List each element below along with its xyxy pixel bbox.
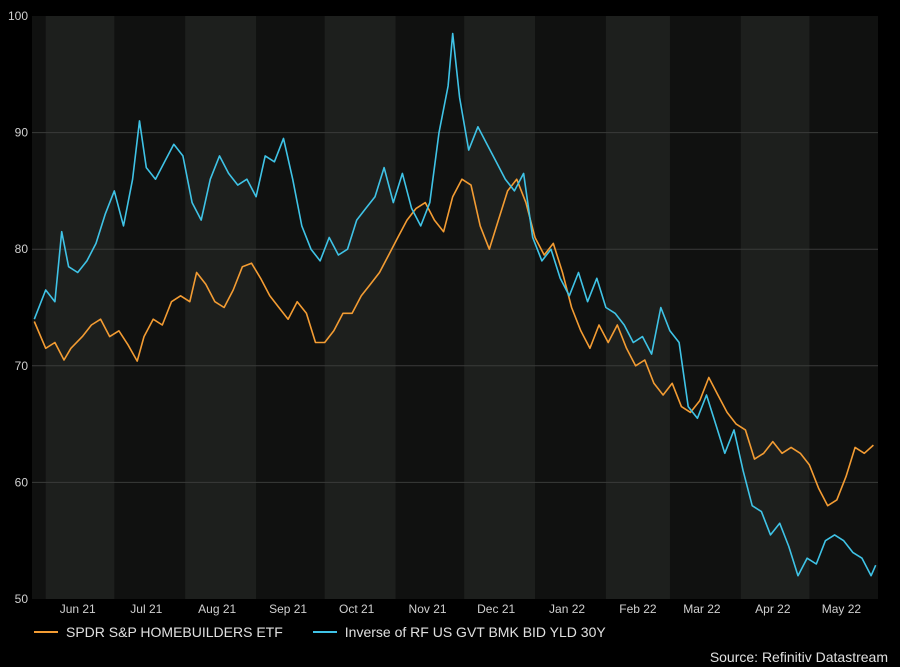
series-line-homebuilders [33,178,874,507]
x-tick-label: Mar 22 [683,602,721,616]
legend-swatch-homebuilders [34,631,58,633]
x-tick-label: Aug 21 [198,602,236,616]
x-axis: Jun 21 Jul 21 Aug 21 Sep 21 Oct 21 Nov 21 Dec … [60,602,862,616]
plot-area [32,16,878,599]
y-tick-label: 60 [15,475,29,489]
month-band [464,16,536,599]
month-band [45,16,115,599]
legend-label-homebuilders: SPDR S&P HOMEBUILDERS ETF [66,624,283,640]
month-band [740,16,810,599]
y-tick-label: 80 [15,242,29,256]
x-tick-label: May 22 [822,602,862,616]
x-tick-label: Feb 22 [619,602,657,616]
gridlines [32,132,878,483]
y-tick-label: 70 [15,359,29,373]
month-band [185,16,257,599]
x-tick-label: Apr 22 [755,602,791,616]
y-axis: 50 60 70 80 90 100 [8,9,28,606]
series-lines [33,32,877,577]
x-tick-label: Sep 21 [269,602,307,616]
y-tick-label: 50 [15,592,29,606]
legend-item-inverse-yield: Inverse of RF US GVT BMK BID YLD 30Y [312,624,606,640]
month-bands [32,16,878,599]
series-line-inverse-yield [33,32,877,577]
y-tick-label: 100 [8,9,28,23]
x-tick-label: Jul 21 [130,602,162,616]
month-band [324,16,396,599]
month-band [605,16,670,599]
x-tick-label: Dec 21 [477,602,515,616]
x-tick-label: Nov 21 [409,602,447,616]
x-tick-label: Jan 22 [549,602,585,616]
legend: SPDR S&P HOMEBUILDERS ETF Inverse of RF … [34,624,636,640]
legend-swatch-inverse-yield [312,631,337,633]
y-tick-label: 90 [15,126,29,140]
legend-label-inverse-yield: Inverse of RF US GVT BMK BID YLD 30Y [344,624,606,640]
x-tick-label: Oct 21 [339,602,375,616]
x-tick-label: Jun 21 [60,602,96,616]
legend-item-homebuilders: SPDR S&P HOMEBUILDERS ETF [34,624,283,640]
source-note: Source: Refinitiv Datastream [709,649,888,665]
